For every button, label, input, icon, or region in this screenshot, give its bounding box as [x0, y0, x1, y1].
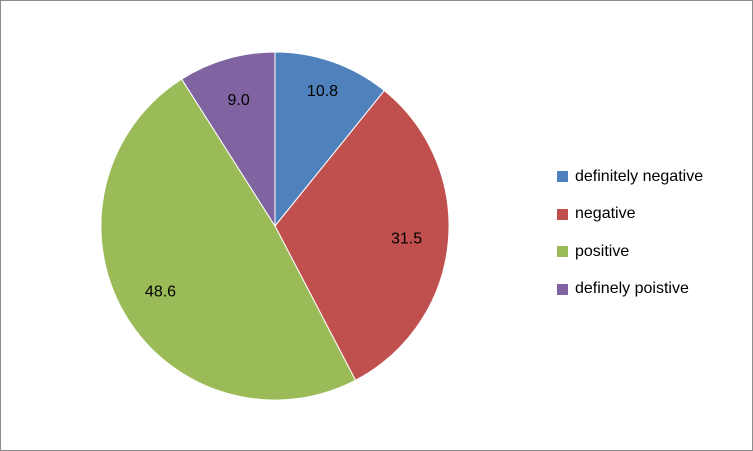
legend-label-4: definely poistive [575, 280, 689, 298]
legend-swatch-2 [557, 208, 568, 220]
legend-label-2: negative [575, 205, 636, 223]
pie-slice-4 [180, 51, 276, 228]
legend-item-3: positive [557, 233, 703, 271]
data-label-2: 31.5 [391, 231, 422, 248]
data-label-1: 10.8 [307, 83, 338, 100]
pie-slice-2 [274, 89, 450, 381]
legend-item-4: definely poistive [557, 271, 703, 309]
pie-slice-1 [274, 51, 386, 228]
data-label-3: 48.6 [145, 284, 176, 301]
legend: definitely negative negative positive defin… [557, 158, 703, 308]
legend-label-3: positive [575, 242, 630, 260]
legend-swatch-4 [557, 283, 568, 295]
legend-item-1: definitely negative [557, 158, 703, 196]
legend-swatch-1 [557, 171, 568, 183]
legend-swatch-3 [557, 246, 568, 258]
data-label-4: 9.0 [227, 92, 249, 109]
legend-item-2: negative [557, 196, 703, 234]
pie-slice-3 [100, 78, 357, 401]
legend-label-1: definitely negative [575, 167, 704, 185]
